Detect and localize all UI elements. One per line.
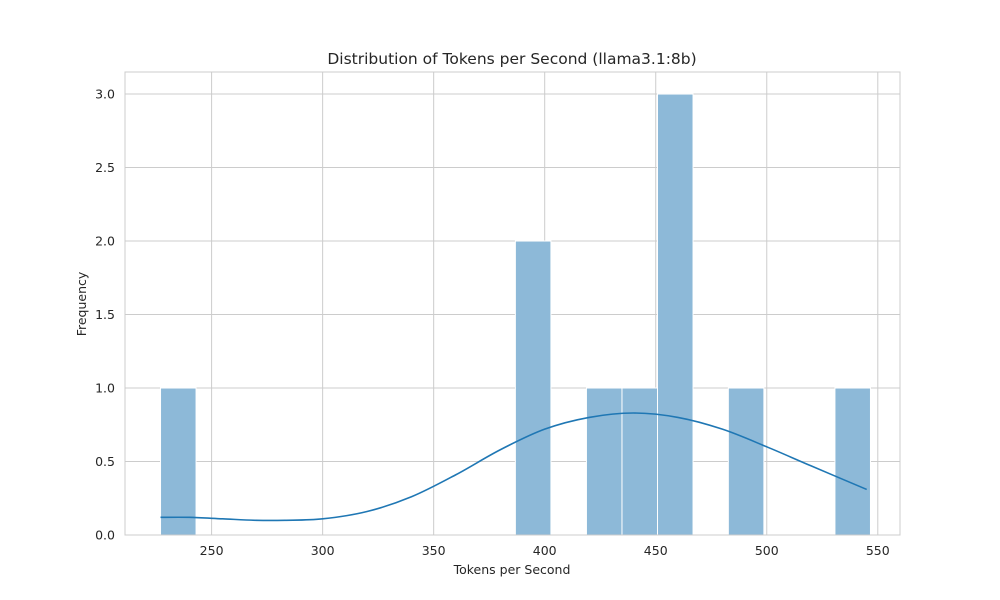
histogram-bar: [727, 387, 765, 536]
x-tick-labels: 250 300 350 400 450 500 550: [200, 543, 890, 558]
x-axis-label: Tokens per Second: [453, 562, 571, 577]
y-axis-label: Frequency: [74, 271, 89, 336]
histogram-bar: [514, 240, 552, 536]
y-tick-label: 0.0: [95, 528, 115, 543]
y-tick-labels: 0.0 0.5 1.0 1.5 2.0 2.5 3.0: [95, 87, 115, 543]
histogram-bar: [834, 387, 871, 536]
chart-title: Distribution of Tokens per Second (llama…: [327, 50, 696, 68]
y-tick-label: 2.0: [95, 234, 115, 249]
y-tick-label: 1.5: [95, 307, 115, 322]
plot-frame: [124, 71, 901, 536]
histogram-bar: [657, 93, 694, 536]
histogram-bars: [160, 93, 871, 536]
grid-layer: [125, 72, 900, 536]
x-tick-label: 300: [311, 543, 335, 558]
y-tick-label: 3.0: [95, 87, 115, 102]
y-tick-label: 1.0: [95, 381, 115, 396]
x-tick-label: 400: [533, 543, 557, 558]
kde-curve-layer: [160, 412, 868, 522]
x-tick-label: 550: [866, 543, 890, 558]
histogram-bar: [621, 387, 659, 536]
x-tick-label: 250: [200, 543, 224, 558]
x-tick-label: 350: [422, 543, 446, 558]
y-tick-label: 2.5: [95, 160, 115, 175]
x-tick-label: 450: [644, 543, 668, 558]
histogram-bar: [160, 387, 197, 536]
kde-line: [160, 412, 868, 522]
histogram-bar: [585, 387, 623, 536]
y-tick-label: 0.5: [95, 454, 115, 469]
x-tick-label: 500: [755, 543, 779, 558]
